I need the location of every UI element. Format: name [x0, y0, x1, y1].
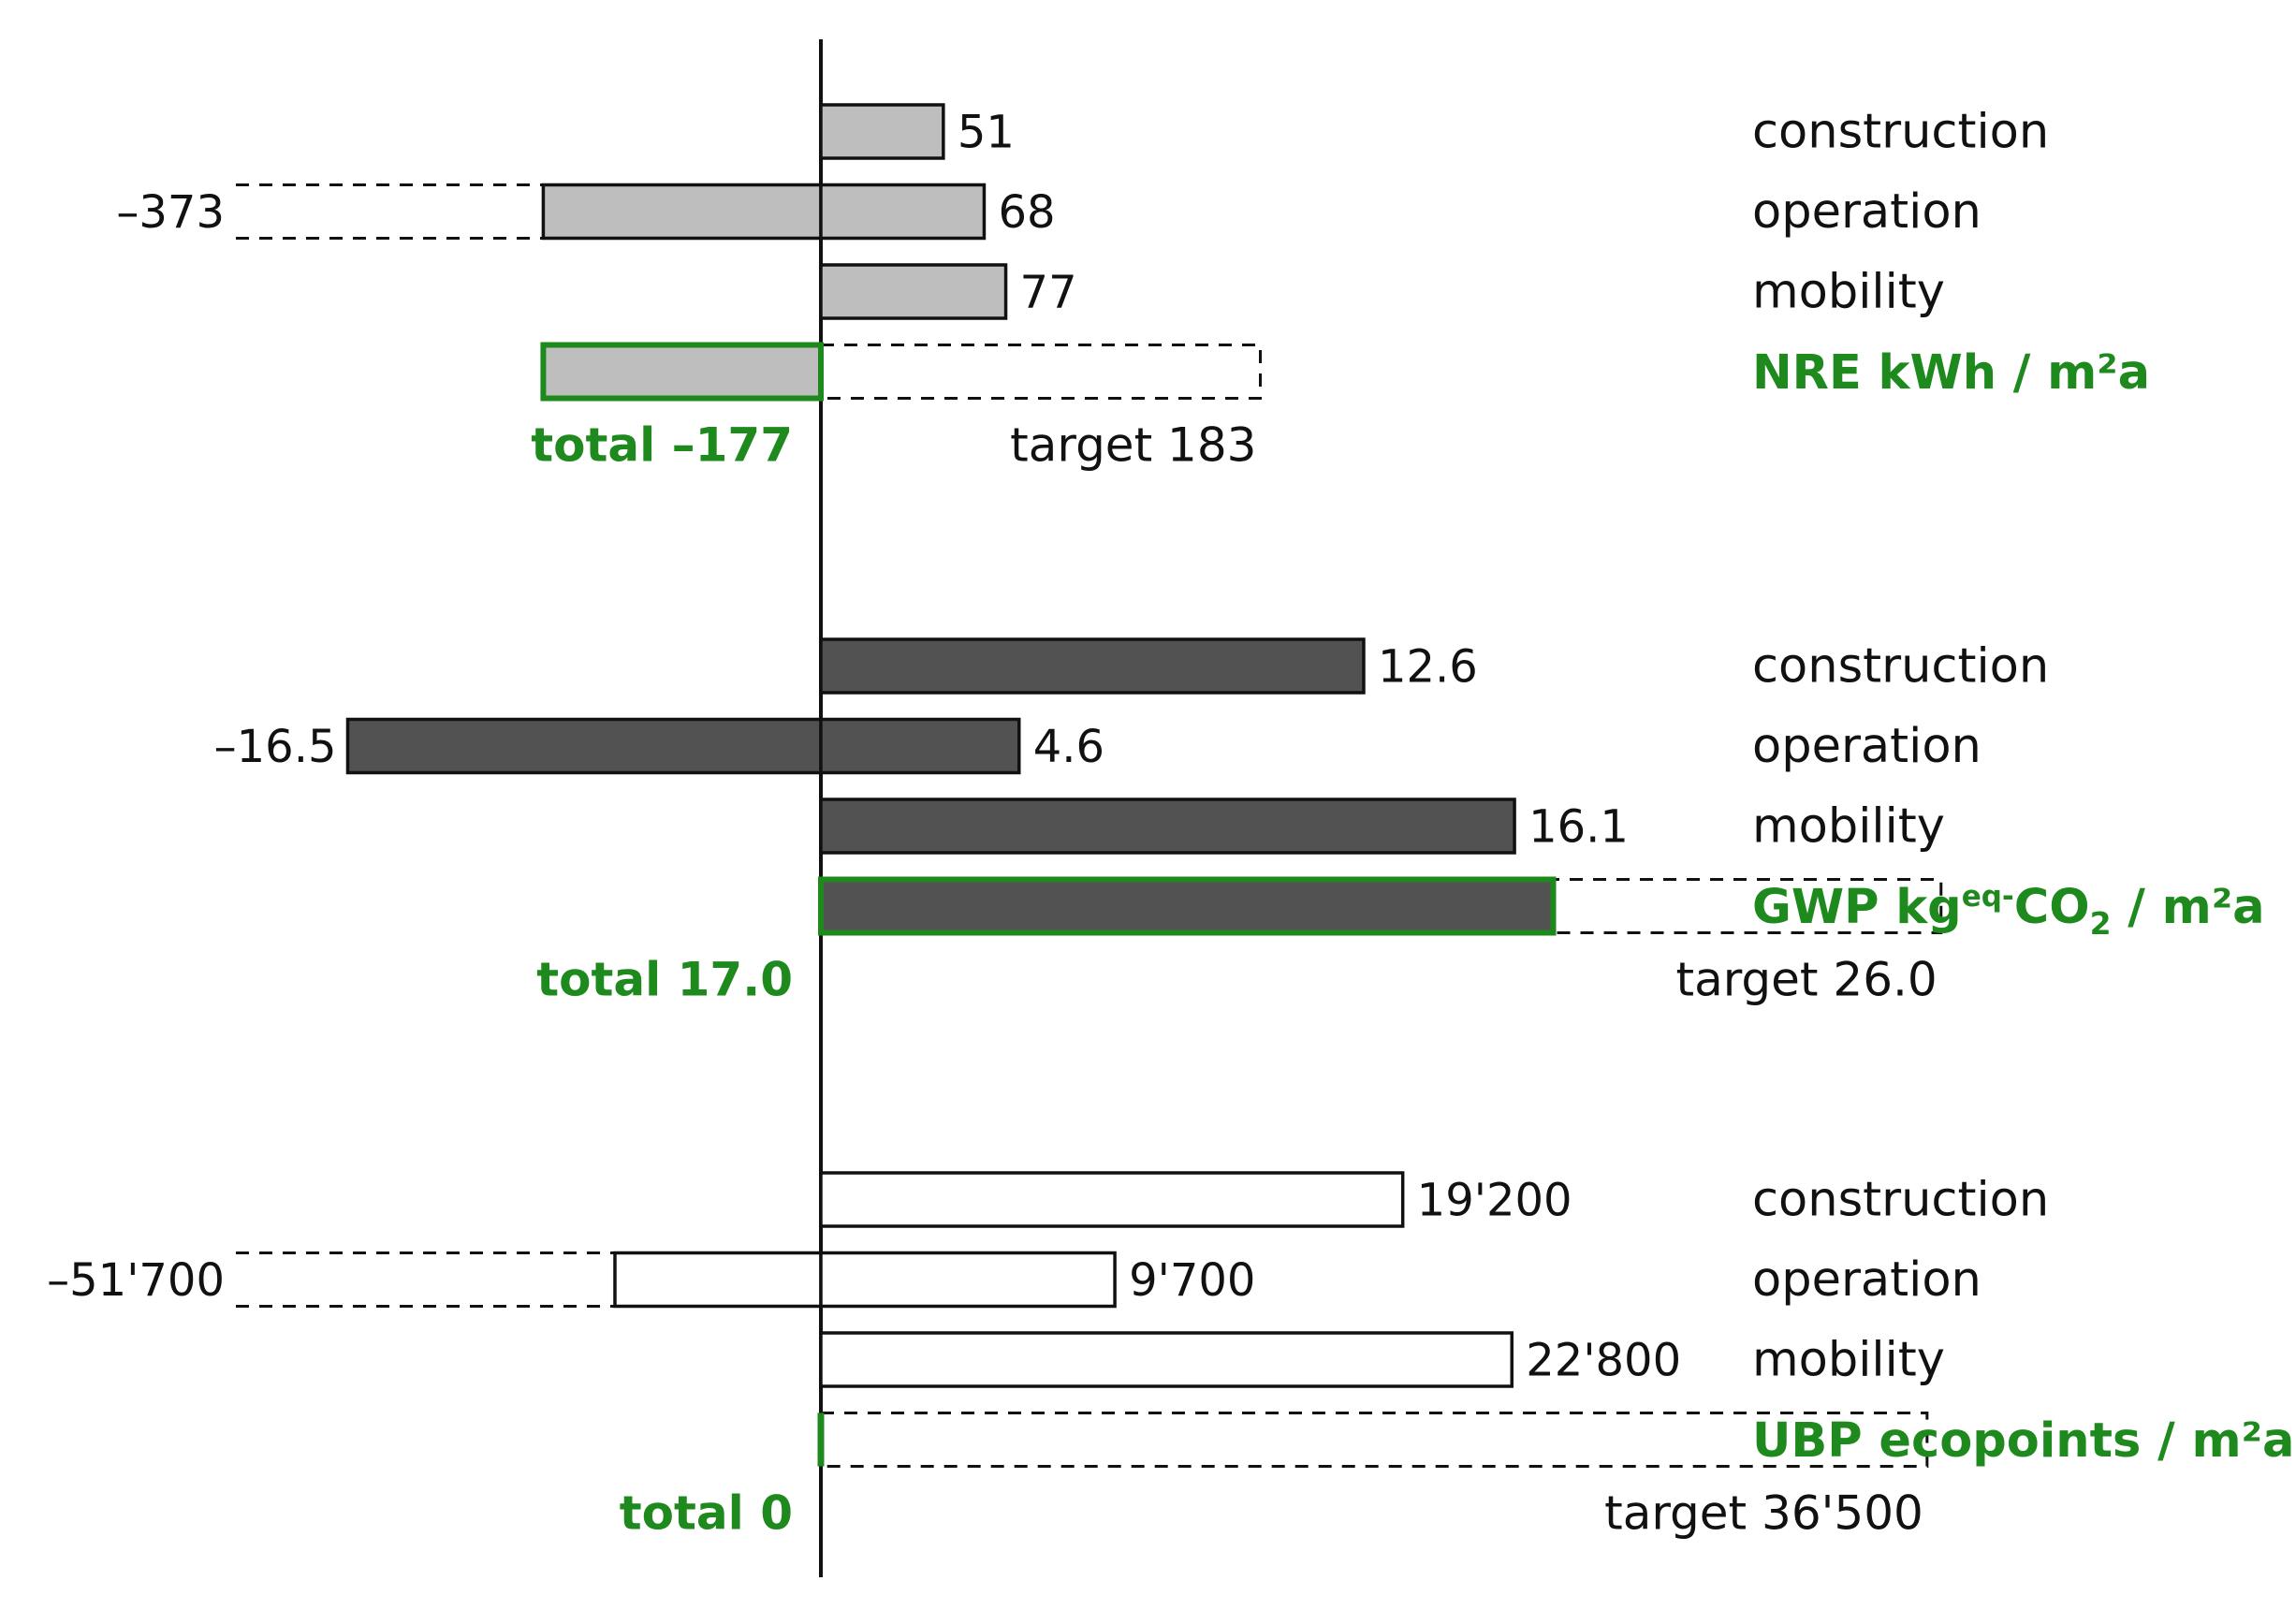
nre-mobility-label: mobility [1752, 265, 1945, 320]
ubp-operation-negative-value: –51'700 [47, 1254, 225, 1307]
nre-operation-label: operation [1752, 184, 1982, 240]
ubp-construction-value: 19'200 [1417, 1175, 1572, 1227]
nre-mobility-value: 77 [1020, 267, 1077, 319]
gwp-total-label: total 17.0 [536, 953, 793, 1007]
gwp-construction-value: 12.6 [1378, 641, 1478, 694]
gwp-mobility-value: 16.1 [1528, 801, 1629, 854]
nre-total-bar [540, 342, 824, 402]
gwp-operation-label: operation [1752, 719, 1982, 774]
ubp-operation-negative-extension [236, 1251, 615, 1308]
nre-operation-negative-extension [236, 183, 544, 240]
gwp-operation-negative-bar [345, 717, 823, 775]
nre-construction-label: construction [1752, 105, 2049, 160]
gwp-mobility-bar [819, 798, 1516, 855]
gwp-operation-bar [819, 717, 1021, 775]
ubp-group: 19'200 construction –51'700 9'700 operation 2… [47, 1171, 2294, 1541]
gwp-operation-negative-value: –16.5 [214, 721, 337, 773]
ubp-total-label: total 0 [620, 1486, 793, 1541]
ubp-operation-label: operation [1752, 1252, 1982, 1308]
ubp-mobility-label: mobility [1752, 1333, 1945, 1388]
nre-target-label: target 183 [1010, 418, 1256, 473]
ubp-operation-bar [819, 1251, 1117, 1309]
ubp-mobility-bar [819, 1331, 1514, 1388]
gwp-group: 12.6 construction –16.5 4.6 operation 16.1 mob… [214, 637, 2265, 1007]
nre-construction-value: 51 [958, 107, 1015, 159]
nre-construction-bar [819, 103, 945, 160]
gwp-unit-label: GWP kgeq-CO2 / m²a [1752, 880, 2265, 942]
nre-operation-bar [819, 183, 987, 241]
gwp-target-label: target 26.0 [1676, 953, 1938, 1007]
gwp-construction-bar [819, 637, 1366, 695]
gwp-construction-label: construction [1752, 639, 2049, 695]
gwp-mobility-label: mobility [1752, 799, 1945, 855]
ubp-mobility-value: 22'800 [1526, 1335, 1681, 1387]
nre-group: 51 construction –373 68 operation 77 mobility t… [116, 103, 2150, 473]
nre-total-label: total –177 [531, 418, 793, 473]
nre-unit-label: NRE kWh / m²a [1752, 345, 2150, 401]
gwp-total-bar [818, 876, 1557, 936]
nre-operation-negative-value: –373 [116, 186, 225, 239]
ubp-unit-label: UBP ecopoints / m²a [1752, 1413, 2294, 1469]
nre-operation-negative-bar [541, 183, 823, 241]
ubp-construction-label: construction [1752, 1173, 2049, 1228]
nre-target-outline [819, 344, 1262, 400]
ubp-target-outline [819, 1412, 1929, 1468]
nre-mobility-bar [819, 263, 1008, 320]
ubp-target-label: target 36'500 [1604, 1486, 1923, 1541]
ubp-construction-bar [819, 1171, 1405, 1228]
gwp-operation-value: 4.6 [1033, 721, 1104, 773]
ubp-operation-value: 9'700 [1129, 1254, 1255, 1307]
nre-operation-value: 68 [998, 186, 1055, 239]
ubp-operation-negative-bar [613, 1251, 823, 1309]
